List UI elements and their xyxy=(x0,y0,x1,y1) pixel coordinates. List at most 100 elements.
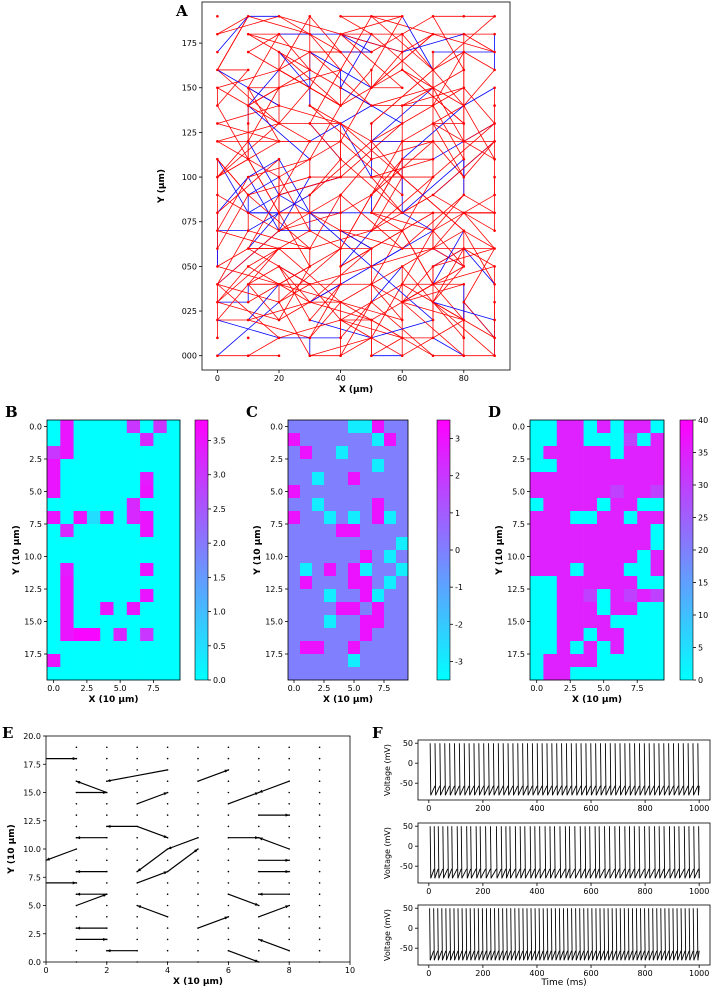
heatmap-cell xyxy=(127,589,141,602)
recovery xyxy=(610,869,615,878)
node xyxy=(339,69,342,72)
grid-dot xyxy=(228,848,230,850)
heatmap-cell xyxy=(167,498,181,511)
spike xyxy=(608,908,609,960)
recovery xyxy=(581,869,585,878)
recovery xyxy=(481,869,486,878)
heatmap-cell xyxy=(637,576,651,589)
grid-dot xyxy=(76,950,78,952)
recovery xyxy=(518,786,522,795)
edge xyxy=(464,249,495,285)
heatmap-cell xyxy=(624,667,638,680)
x-tick-label: 5.0 xyxy=(114,684,127,693)
edge xyxy=(433,302,464,320)
heatmap-cell xyxy=(651,563,665,576)
heatmap-cell xyxy=(74,589,88,602)
grid-dot xyxy=(167,758,169,760)
heatmap-cell xyxy=(637,524,651,537)
node xyxy=(278,211,281,214)
arrow-head xyxy=(259,838,263,841)
heatmap-cell xyxy=(570,576,584,589)
node xyxy=(463,301,466,304)
spike xyxy=(698,743,699,795)
heatmap-cell xyxy=(336,641,348,654)
heatmap-cell xyxy=(384,641,396,654)
grid-dot xyxy=(197,950,199,952)
heatmap-cell xyxy=(167,511,181,524)
recovery xyxy=(523,786,527,795)
grid-dot xyxy=(197,747,199,749)
x-axis-label: X (10 μm) xyxy=(89,695,139,705)
node xyxy=(216,51,219,54)
spike xyxy=(523,908,524,960)
y-axis-label: Y (10 μm) xyxy=(253,525,263,576)
x-tick-label: 80 xyxy=(459,374,469,383)
grid-dot xyxy=(106,848,108,850)
node xyxy=(493,51,496,54)
recovery xyxy=(497,869,501,878)
heatmap-cell xyxy=(288,589,300,602)
heatmap-cell xyxy=(597,498,611,511)
y-tick-label: -50 xyxy=(400,944,413,953)
node xyxy=(247,69,250,72)
heatmap-cell xyxy=(396,511,408,524)
x-tick-label: 0 xyxy=(426,969,431,978)
heatmap-cell xyxy=(60,472,74,485)
node xyxy=(401,51,404,54)
grid-dot xyxy=(288,747,290,749)
heatmap-cell xyxy=(312,641,324,654)
spike xyxy=(644,743,645,795)
arrow-head xyxy=(286,814,290,817)
heatmap-cell xyxy=(153,550,167,563)
heatmap-cell xyxy=(127,667,141,680)
heatmap-cell xyxy=(584,550,598,563)
node xyxy=(493,158,496,161)
spike xyxy=(430,743,431,795)
x-tick-label: 2.5 xyxy=(564,684,577,693)
spike xyxy=(620,908,621,960)
heatmap-cell xyxy=(360,511,372,524)
grid-dot xyxy=(136,927,138,929)
recovery xyxy=(605,951,608,960)
x-tick-label: 7.5 xyxy=(378,684,391,693)
spike xyxy=(466,908,467,960)
heatmap-cell xyxy=(312,472,324,485)
spike xyxy=(540,826,541,878)
heatmap-cell xyxy=(127,446,141,459)
edge xyxy=(402,88,433,106)
y-tick-label: 5.0 xyxy=(29,488,42,497)
heatmap-cell xyxy=(167,667,181,680)
heatmap-cell xyxy=(610,563,624,576)
heatmap-cell xyxy=(597,641,611,654)
node xyxy=(463,319,466,322)
colorbar-tick-label: 35 xyxy=(698,449,708,458)
heatmap-cell xyxy=(584,472,598,485)
spike xyxy=(480,826,481,878)
heatmap-cell xyxy=(288,615,300,628)
heatmap-cell xyxy=(570,433,584,446)
heatmap-cell xyxy=(87,589,101,602)
grid-dot xyxy=(319,848,321,850)
heatmap-cell xyxy=(610,459,624,472)
recovery xyxy=(484,786,488,795)
heatmap-cell xyxy=(127,524,141,537)
heatmap-cell xyxy=(372,550,384,563)
colorbar-tick-label: 15 xyxy=(698,579,708,588)
node xyxy=(278,176,281,179)
heatmap-cell xyxy=(288,602,300,615)
node xyxy=(278,354,281,357)
heatmap-cell xyxy=(312,511,324,524)
node xyxy=(216,354,219,357)
x-tick-label: 200 xyxy=(475,804,490,813)
spike xyxy=(636,908,637,960)
heatmap-cell xyxy=(127,602,141,615)
grid-dot xyxy=(319,758,321,760)
spike xyxy=(604,908,605,960)
grid-dot xyxy=(319,747,321,749)
heatmap-cell xyxy=(543,641,557,654)
y-tick-label: 0.0 xyxy=(512,423,525,432)
recovery xyxy=(615,869,619,878)
heatmap-cell xyxy=(60,524,74,537)
heatmap-cell xyxy=(288,550,300,563)
recovery xyxy=(640,869,645,878)
